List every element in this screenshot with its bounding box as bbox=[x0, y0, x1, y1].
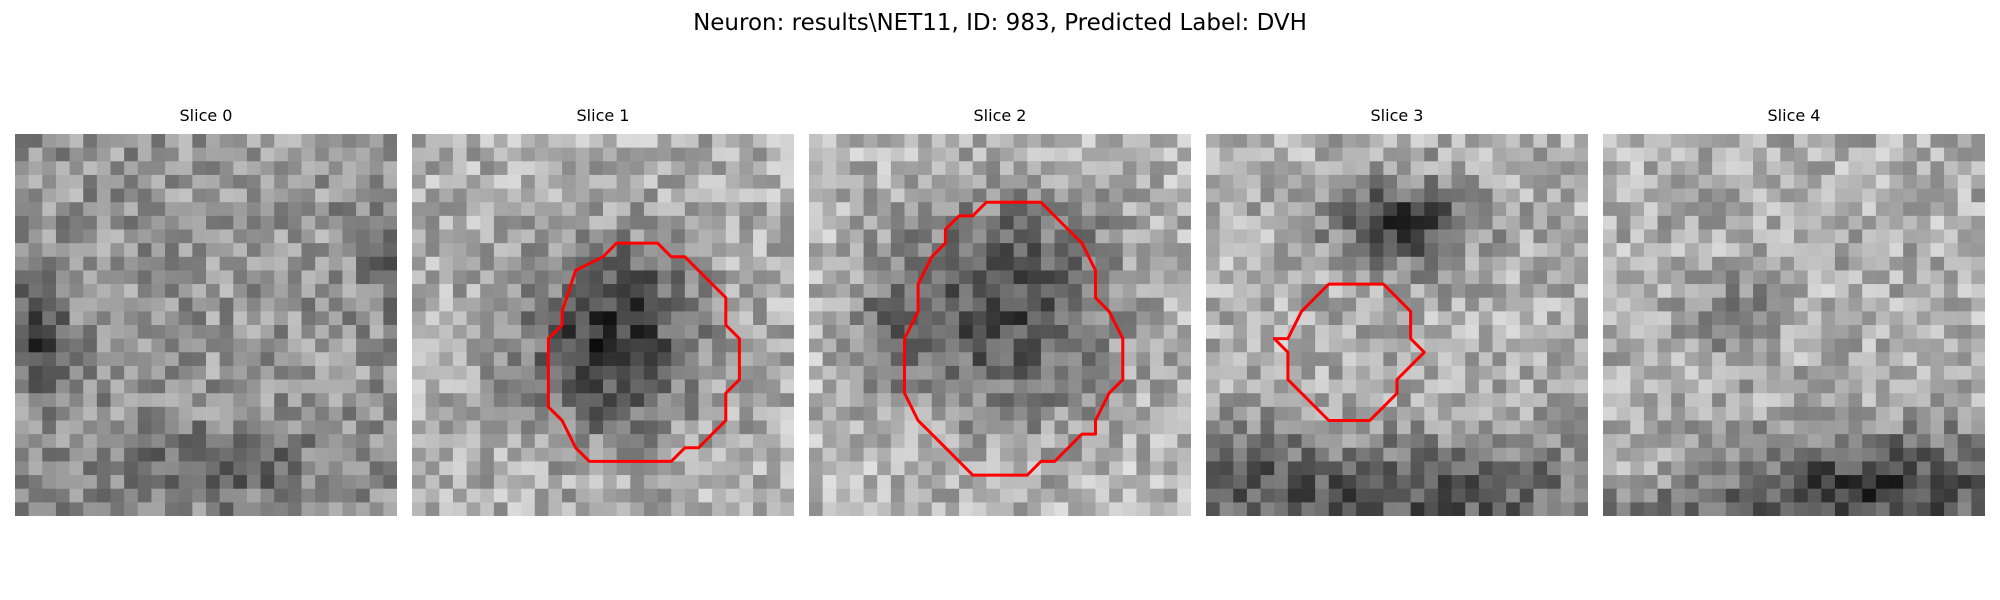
slice-title: Slice 1 bbox=[576, 106, 630, 125]
slice-title: Slice 2 bbox=[973, 106, 1027, 125]
slice-image-0 bbox=[15, 134, 397, 516]
slice-title: Slice 0 bbox=[179, 106, 233, 125]
roi-contour bbox=[903, 200, 1125, 477]
slice-title: Slice 3 bbox=[1370, 106, 1424, 125]
slice-image-3 bbox=[1206, 134, 1588, 516]
slice-image-2 bbox=[809, 134, 1191, 516]
slice-image-1 bbox=[412, 134, 794, 516]
slice-title: Slice 4 bbox=[1767, 106, 1821, 125]
figure-title: Neuron: results\NET11, ID: 983, Predicte… bbox=[693, 10, 1307, 36]
slice-image-4 bbox=[1603, 134, 1985, 516]
roi-contour bbox=[1272, 282, 1426, 422]
roi-contour bbox=[546, 241, 741, 463]
